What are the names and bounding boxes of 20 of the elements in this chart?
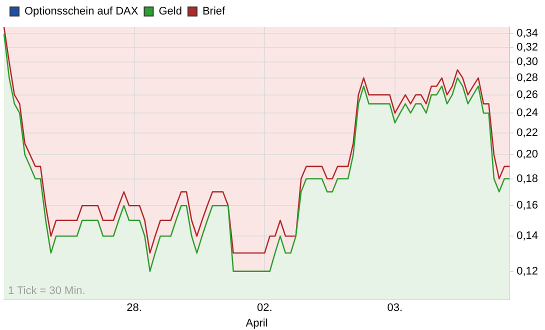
y-tick-label: 0,14: [516, 230, 538, 242]
y-tick-label: 0,18: [516, 172, 538, 185]
x-tick-label: 03.: [387, 302, 403, 314]
y-tick-label: 0,20: [516, 148, 538, 161]
x-tick-label: 02.: [256, 302, 272, 314]
y-tick-label: 0,32: [516, 41, 538, 54]
y-tick-label: 0,30: [516, 56, 538, 68]
y-tick-label: 0,24: [516, 107, 538, 120]
legend-label: Brief: [202, 6, 226, 18]
y-tick-label: 0,22: [516, 126, 538, 139]
y-tick-label: 0,12: [516, 265, 538, 278]
annotation: 1 Tick = 30 Min.: [8, 285, 86, 298]
x-tick-label: 28.: [126, 302, 142, 314]
x-axis-title: April: [246, 317, 268, 330]
y-tick-label: 0,16: [516, 200, 538, 212]
legend-label: Geld: [158, 6, 182, 18]
y-tick-label: 0,34: [516, 28, 538, 40]
y-tick-label: 0,28: [516, 72, 538, 84]
y-tick-label: 0,26: [516, 88, 538, 101]
legend-label: Optionsschein auf DAX: [24, 6, 139, 18]
